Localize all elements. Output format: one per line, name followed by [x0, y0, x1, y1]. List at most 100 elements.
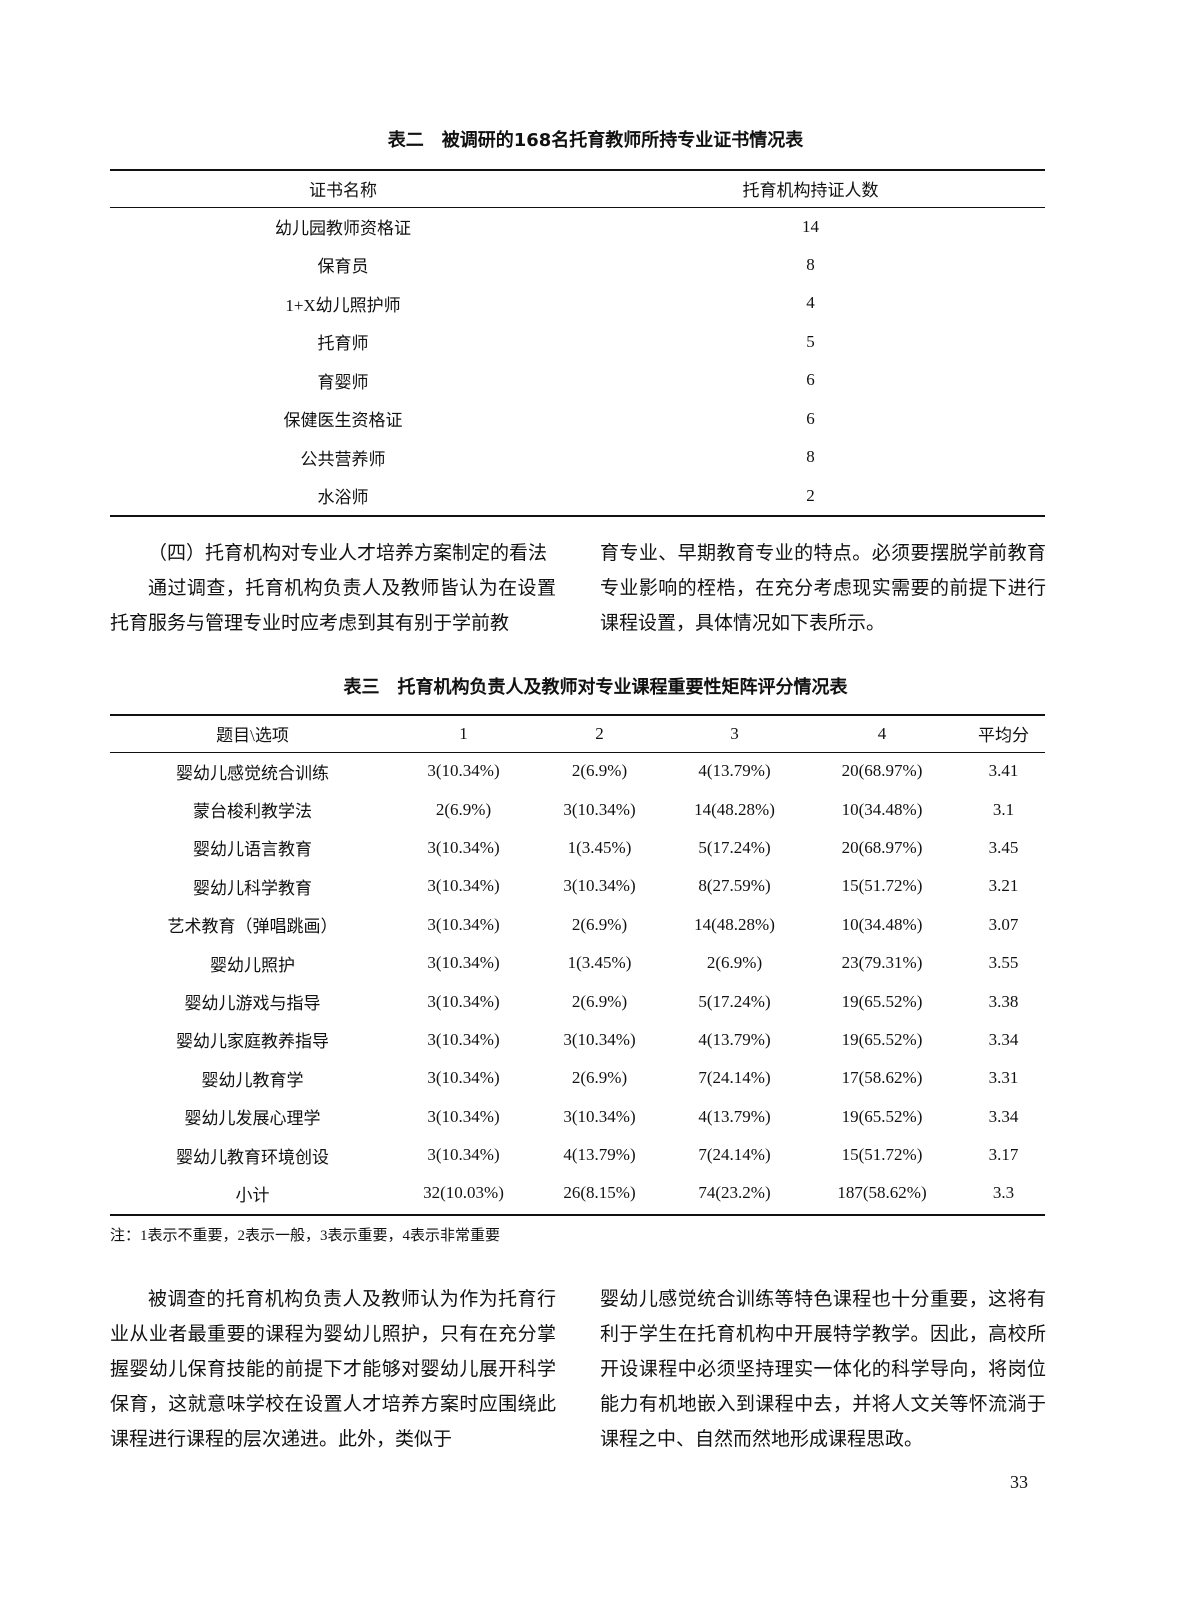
table-cell: 婴幼儿家庭教养指导	[176, 1032, 329, 1052]
table-cell: 艺术教育（弹唱跳画）	[167, 917, 338, 937]
table-row: 婴幼儿家庭教养指导 3(10.34%) 3(10.34%) 4(13.79%) 19(6…	[110, 1021, 1045, 1059]
table-row: 婴幼儿发展心理学 3(10.34%) 3(10.34%) 4(13.79%) 19(65…	[110, 1098, 1045, 1136]
section-heading: （四）托育机构对专业人才培养方案制定的看法	[148, 543, 548, 564]
table-cell: 3.38	[988, 991, 1019, 1011]
table-cell: 婴幼儿游戏与指导	[184, 994, 321, 1014]
table-cell: 3(10.34%)	[563, 876, 636, 896]
table-cell: 3.34	[988, 1106, 1019, 1126]
table-row: 保健医生资格证 6	[110, 400, 1045, 439]
section-paragraph-continued: 育专业、早期教育专业的特点。必须要摆脱学前教育专业影响的桎梏，在充分考虑现实需要…	[600, 543, 1046, 634]
section-left-column: （四）托育机构对专业人才培养方案制定的看法 通过调查，托育机构负责人及教师皆认为…	[110, 536, 556, 641]
table-cell: 14(48.28%)	[694, 914, 775, 934]
table-cell: 32(10.03%)	[423, 1183, 504, 1203]
table-row: 婴幼儿感觉统合训练 3(10.34%) 2(6.9%) 4(13.79%) 20(68.…	[110, 752, 1045, 790]
table-cell: 5	[806, 331, 815, 351]
table-row: 蒙台梭利教学法 2(6.9%) 3(10.34%) 14(48.28%) 10(34.4…	[110, 790, 1045, 828]
conclusion-paragraph-continued: 婴幼儿感觉统合训练等特色课程也十分重要，这将有利于学生在托育机构中开展特学教学。…	[600, 1289, 1046, 1450]
table3-bottom-rule	[110, 1214, 1045, 1216]
table2-title: 表二 被调研的168名托育教师所持专业证书情况表	[387, 130, 804, 151]
table-cell: 3.45	[988, 837, 1019, 857]
table-row: 托育师 5	[110, 323, 1045, 362]
table-cell: 26(8.15%)	[563, 1183, 636, 1203]
conclusion-right-column: 婴幼儿感觉统合训练等特色课程也十分重要，这将有利于学生在托育机构中开展特学教学。…	[600, 1282, 1046, 1457]
table-cell: 育婴师	[317, 372, 369, 392]
table2-header: 证书名称	[309, 181, 377, 201]
table-cell: 2(6.9%)	[706, 953, 763, 973]
table3-title: 表三 托育机构负责人及教师对专业课程重要性矩阵评分情况表	[343, 677, 848, 698]
table-cell: 蒙台梭利教学法	[193, 802, 312, 822]
table-cell: 19(65.52%)	[841, 1029, 923, 1049]
table2-top-rule	[110, 169, 1045, 171]
table-cell: 3(10.34%)	[563, 1029, 636, 1049]
section-right-column: 育专业、早期教育专业的特点。必须要摆脱学前教育专业影响的桎梏，在充分考虑现实需要…	[600, 536, 1046, 641]
table3-header: 2	[595, 723, 604, 743]
table-cell: 婴幼儿感觉统合训练	[176, 763, 329, 783]
table-cell: 20(68.97%)	[841, 761, 923, 781]
table-cell: 保健医生资格证	[283, 411, 403, 431]
table-cell: 19(65.52%)	[841, 991, 923, 1011]
table-cell: 2(6.9%)	[571, 914, 628, 934]
table-row: 1+X幼儿照护师 4	[110, 284, 1045, 323]
table-row: 婴幼儿游戏与指导 3(10.34%) 2(6.9%) 5(17.24%) 19(65.5…	[110, 982, 1045, 1020]
table-cell: 74(23.2%)	[698, 1183, 771, 1203]
table3-header: 1	[459, 723, 468, 743]
table-cell: 幼儿园教师资格证	[275, 219, 411, 238]
table-cell: 4(13.79%)	[698, 1106, 771, 1126]
table-cell: 6	[806, 370, 815, 390]
table-cell: 3.17	[988, 1145, 1019, 1165]
table-cell: 7(24.14%)	[698, 1068, 771, 1088]
table-row: 育婴师 6	[110, 361, 1045, 400]
table3: 题目\选项 1 2 3 4 平均分 婴幼儿感觉统合训练 3(10.34%) 2(6.…	[110, 716, 1045, 1213]
table-cell: 15(51.72%)	[841, 876, 923, 896]
table-row: 婴幼儿科学教育 3(10.34%) 3(10.34%) 8(27.59%) 15(51.…	[110, 867, 1045, 905]
table-cell: 3.31	[988, 1068, 1019, 1088]
table-cell: 3(10.34%)	[427, 876, 500, 896]
table-cell: 3(10.34%)	[427, 761, 500, 781]
table-cell: 公共营养师	[300, 449, 386, 469]
table-cell: 4	[806, 293, 815, 313]
table-cell: 婴幼儿照护	[210, 955, 295, 975]
table-cell: 15(51.72%)	[841, 1145, 923, 1165]
table-cell: 2	[806, 485, 815, 505]
table-row: 婴幼儿照护 3(10.34%) 1(3.45%) 2(6.9%) 23(79.31%) 3…	[110, 944, 1045, 982]
table-cell: 3.41	[988, 761, 1019, 781]
table-cell: 20(68.97%)	[841, 837, 923, 857]
table-row: 公共营养师 8	[110, 438, 1045, 477]
table2-header-row: 证书名称 托育机构持证人数	[110, 171, 1045, 207]
table-cell: 8(27.59%)	[698, 876, 771, 896]
table-cell: 3(10.34%)	[427, 953, 500, 973]
table-cell: 3(10.34%)	[427, 1029, 500, 1049]
table-cell: 5(17.24%)	[698, 837, 771, 857]
table-cell: 2(6.9%)	[571, 1068, 628, 1088]
conclusion-paragraph: 被调查的托育机构负责人及教师认为作为托育行业从业者最重要的课程为婴幼儿照护，只有…	[110, 1289, 556, 1450]
table3-note: 注：1表示不重要，2表示一般，3表示重要，4表示非常重要	[110, 1228, 501, 1244]
table3-top-rule	[110, 714, 1045, 716]
table-row: 水浴师 2	[110, 477, 1045, 516]
table-cell: 10(34.48%)	[841, 914, 923, 934]
table3-header: 平均分	[978, 726, 1029, 746]
table2: 证书名称 托育机构持证人数 幼儿园教师资格证 14 保育员 8 1+X幼儿照护师 4 托育师…	[110, 171, 1045, 515]
table-cell: 托育师	[317, 334, 369, 354]
table-cell: 1(3.45%)	[567, 953, 632, 973]
table-cell: 2(6.9%)	[571, 991, 628, 1011]
table-cell: 10(34.48%)	[841, 799, 923, 819]
table-row: 小计 32(10.03%) 26(8.15%) 74(23.2%) 187(58.62%…	[110, 1174, 1045, 1212]
table-cell: 3(10.34%)	[427, 1106, 500, 1126]
table-cell: 婴幼儿教育学	[201, 1070, 304, 1090]
table-cell: 婴幼儿科学教育	[193, 878, 312, 898]
table-row: 婴幼儿教育环境创设 3(10.34%) 4(13.79%) 7(24.14%) 15(5…	[110, 1136, 1045, 1174]
table-cell: 187(58.62%)	[837, 1183, 927, 1203]
table-cell: 小计	[235, 1185, 270, 1205]
table3-header: 题目\选项	[216, 726, 289, 746]
table-cell: 4(13.79%)	[698, 761, 771, 781]
table-cell: 3(10.34%)	[427, 837, 500, 857]
table-cell: 3.21	[988, 876, 1019, 896]
table-cell: 保育员	[317, 257, 369, 277]
table-row: 艺术教育（弹唱跳画） 3(10.34%) 2(6.9%) 14(48.28%) 10(3…	[110, 906, 1045, 944]
table-cell: 3(10.34%)	[563, 1106, 636, 1126]
table-cell: 婴幼儿教育环境创设	[176, 1147, 329, 1167]
table-row: 婴幼儿教育学 3(10.34%) 2(6.9%) 7(24.14%) 17(58.62%…	[110, 1059, 1045, 1097]
table-cell: 3.07	[988, 914, 1019, 934]
conclusion-left-column: 被调查的托育机构负责人及教师认为作为托育行业从业者最重要的课程为婴幼儿照护，只有…	[110, 1282, 556, 1457]
